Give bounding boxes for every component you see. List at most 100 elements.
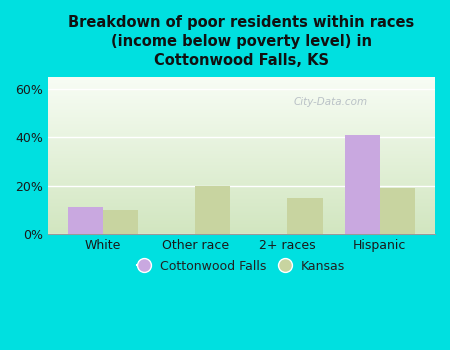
Bar	[48, 158, 435, 159]
Bar	[48, 155, 435, 156]
Bar	[48, 133, 435, 134]
Bar	[48, 174, 435, 175]
Bar	[48, 150, 435, 151]
Bar	[48, 104, 435, 105]
Bar	[48, 119, 435, 120]
Bar	[48, 169, 435, 170]
Bar	[48, 176, 435, 177]
Bar	[48, 83, 435, 84]
Bar	[48, 162, 435, 163]
Title: Breakdown of poor residents within races
(income below poverty level) in
Cottonw: Breakdown of poor residents within races…	[68, 15, 414, 68]
Bar	[48, 203, 435, 204]
Bar	[48, 129, 435, 130]
Bar	[48, 140, 435, 141]
Bar	[48, 204, 435, 205]
Bar	[48, 87, 435, 88]
Legend: Cottonwood Falls, Kansas: Cottonwood Falls, Kansas	[132, 255, 351, 278]
Bar	[48, 179, 435, 180]
Bar	[48, 209, 435, 210]
Bar	[48, 135, 435, 137]
Bar	[48, 229, 435, 230]
Bar	[48, 201, 435, 202]
Bar	[48, 190, 435, 191]
Bar	[48, 142, 435, 143]
Bar	[48, 102, 435, 103]
Bar	[48, 159, 435, 160]
Bar	[48, 125, 435, 126]
Bar	[48, 77, 435, 78]
Bar	[48, 183, 435, 184]
Bar	[48, 199, 435, 200]
Bar	[48, 167, 435, 168]
Bar	[48, 215, 435, 216]
Bar	[48, 92, 435, 93]
Bar	[48, 170, 435, 171]
Bar	[48, 216, 435, 217]
Bar	[48, 113, 435, 114]
Bar	[48, 147, 435, 148]
Bar	[48, 120, 435, 121]
Bar	[48, 97, 435, 98]
Bar	[48, 98, 435, 99]
Bar	[48, 198, 435, 200]
Bar	[48, 224, 435, 225]
Bar	[48, 168, 435, 169]
Bar	[48, 81, 435, 82]
Bar	[48, 106, 435, 107]
Bar	[48, 124, 435, 125]
Bar	[48, 105, 435, 106]
Bar	[48, 117, 435, 118]
Bar	[288, 198, 323, 234]
Bar	[48, 144, 435, 145]
Bar	[48, 165, 435, 166]
Bar	[48, 115, 435, 116]
Bar	[48, 131, 435, 132]
Bar	[48, 230, 435, 231]
Bar	[48, 94, 435, 95]
Bar	[48, 228, 435, 229]
Bar	[48, 195, 435, 196]
Bar	[48, 111, 435, 112]
Bar	[48, 118, 435, 119]
Bar	[48, 226, 435, 227]
Bar	[48, 152, 435, 153]
Bar	[48, 202, 435, 203]
Bar	[48, 82, 435, 83]
Bar	[345, 135, 380, 234]
Bar	[48, 197, 435, 198]
Bar	[48, 193, 435, 194]
Bar	[48, 178, 435, 179]
Bar	[48, 196, 435, 197]
Bar	[48, 207, 435, 208]
Bar	[48, 212, 435, 213]
Bar	[48, 145, 435, 146]
Bar	[48, 220, 435, 222]
Bar	[48, 166, 435, 167]
Bar	[48, 85, 435, 86]
Bar	[48, 188, 435, 189]
Bar	[103, 210, 138, 234]
Bar	[48, 163, 435, 164]
Bar	[48, 181, 435, 182]
Bar	[48, 96, 435, 97]
Bar	[48, 89, 435, 90]
Bar	[48, 205, 435, 206]
Bar	[48, 94, 435, 96]
Bar	[48, 227, 435, 228]
Bar	[48, 136, 435, 137]
Bar	[48, 208, 435, 209]
Bar	[48, 164, 435, 165]
Bar	[48, 200, 435, 201]
Bar	[48, 149, 435, 150]
Bar	[48, 146, 435, 147]
Bar	[48, 211, 435, 212]
Bar	[48, 182, 435, 183]
Bar	[48, 84, 435, 85]
Bar	[48, 153, 435, 154]
Bar	[48, 78, 435, 79]
Bar	[48, 148, 435, 149]
Bar	[48, 161, 435, 162]
Bar	[48, 177, 435, 178]
Bar	[48, 128, 435, 129]
Bar	[48, 214, 435, 215]
